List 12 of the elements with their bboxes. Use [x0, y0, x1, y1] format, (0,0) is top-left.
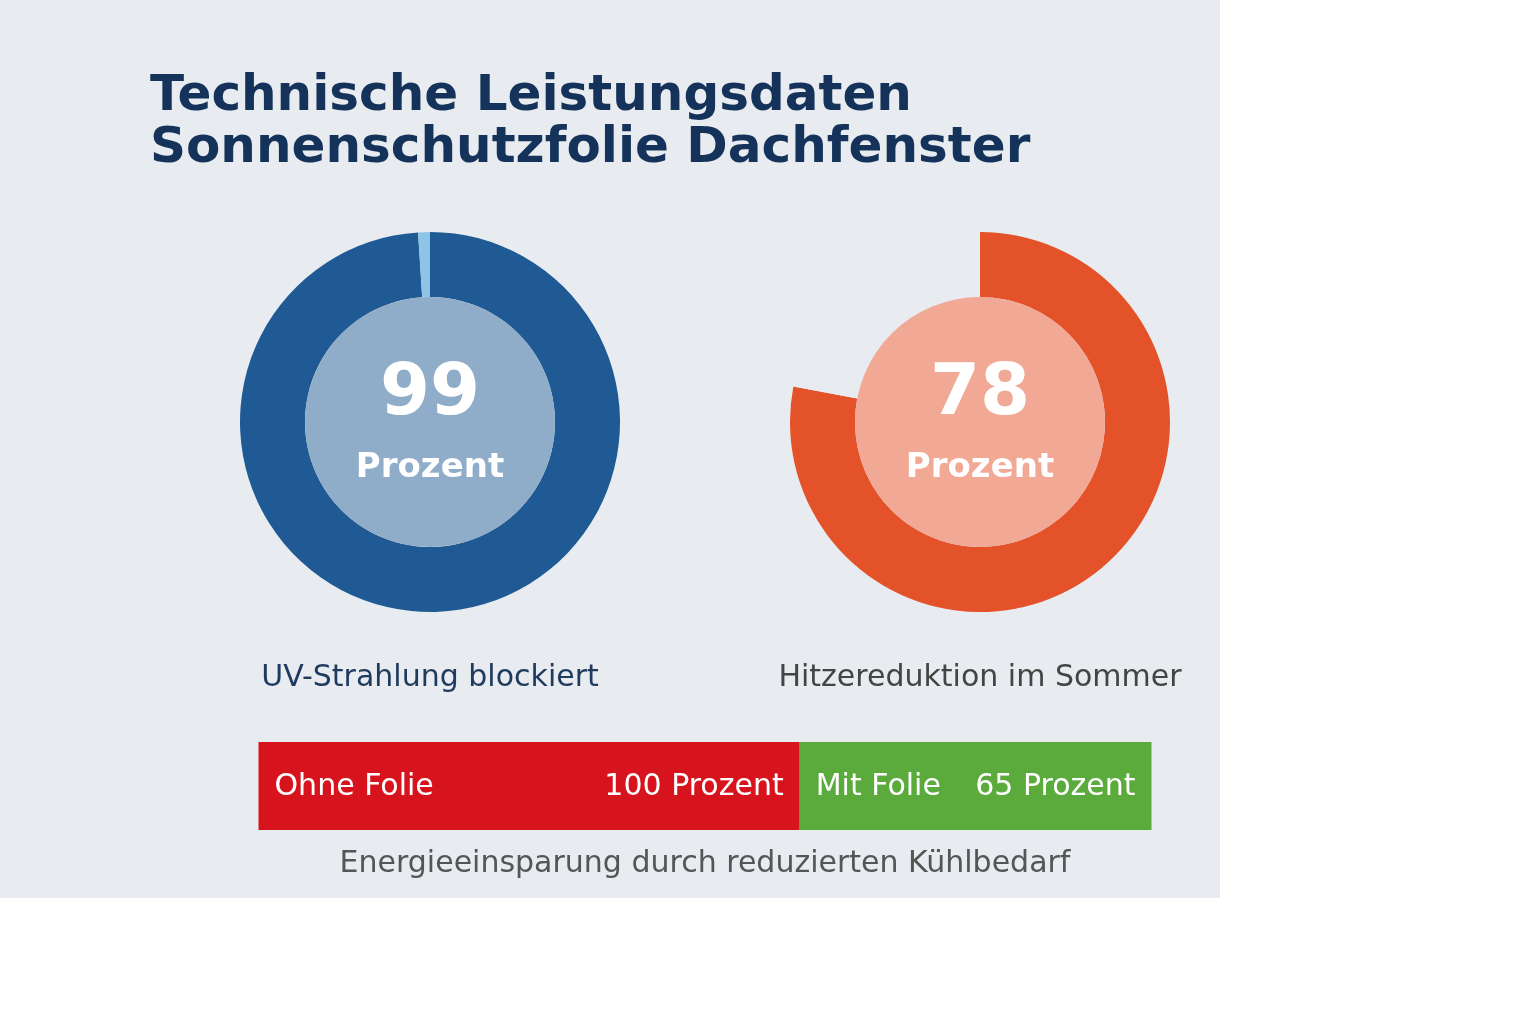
- data-label: 65 Prozent: [975, 767, 1136, 802]
- data-label: 78 Prozent: [905, 347, 1055, 485]
- x-axis-title: Energieeinsparung durch reduzierten Kühlbedarf: [339, 844, 1072, 879]
- text: Hitzereduktion im Sommer: [778, 658, 1183, 693]
- data-label: 100 Prozent: [604, 767, 784, 802]
- text: UV-Strahlung blockiert: [261, 658, 599, 693]
- chart-title: Technische Leistungsdaten Sonnenschutzfolie Dachfenster: [150, 64, 1031, 174]
- series-label: Mit Folie: [815, 767, 941, 802]
- data-label: 99 Prozent: [355, 347, 505, 485]
- donut-slice: [418, 232, 430, 298]
- series-label: Ohne Folie: [274, 767, 434, 802]
- donut-slice: [240, 232, 620, 612]
